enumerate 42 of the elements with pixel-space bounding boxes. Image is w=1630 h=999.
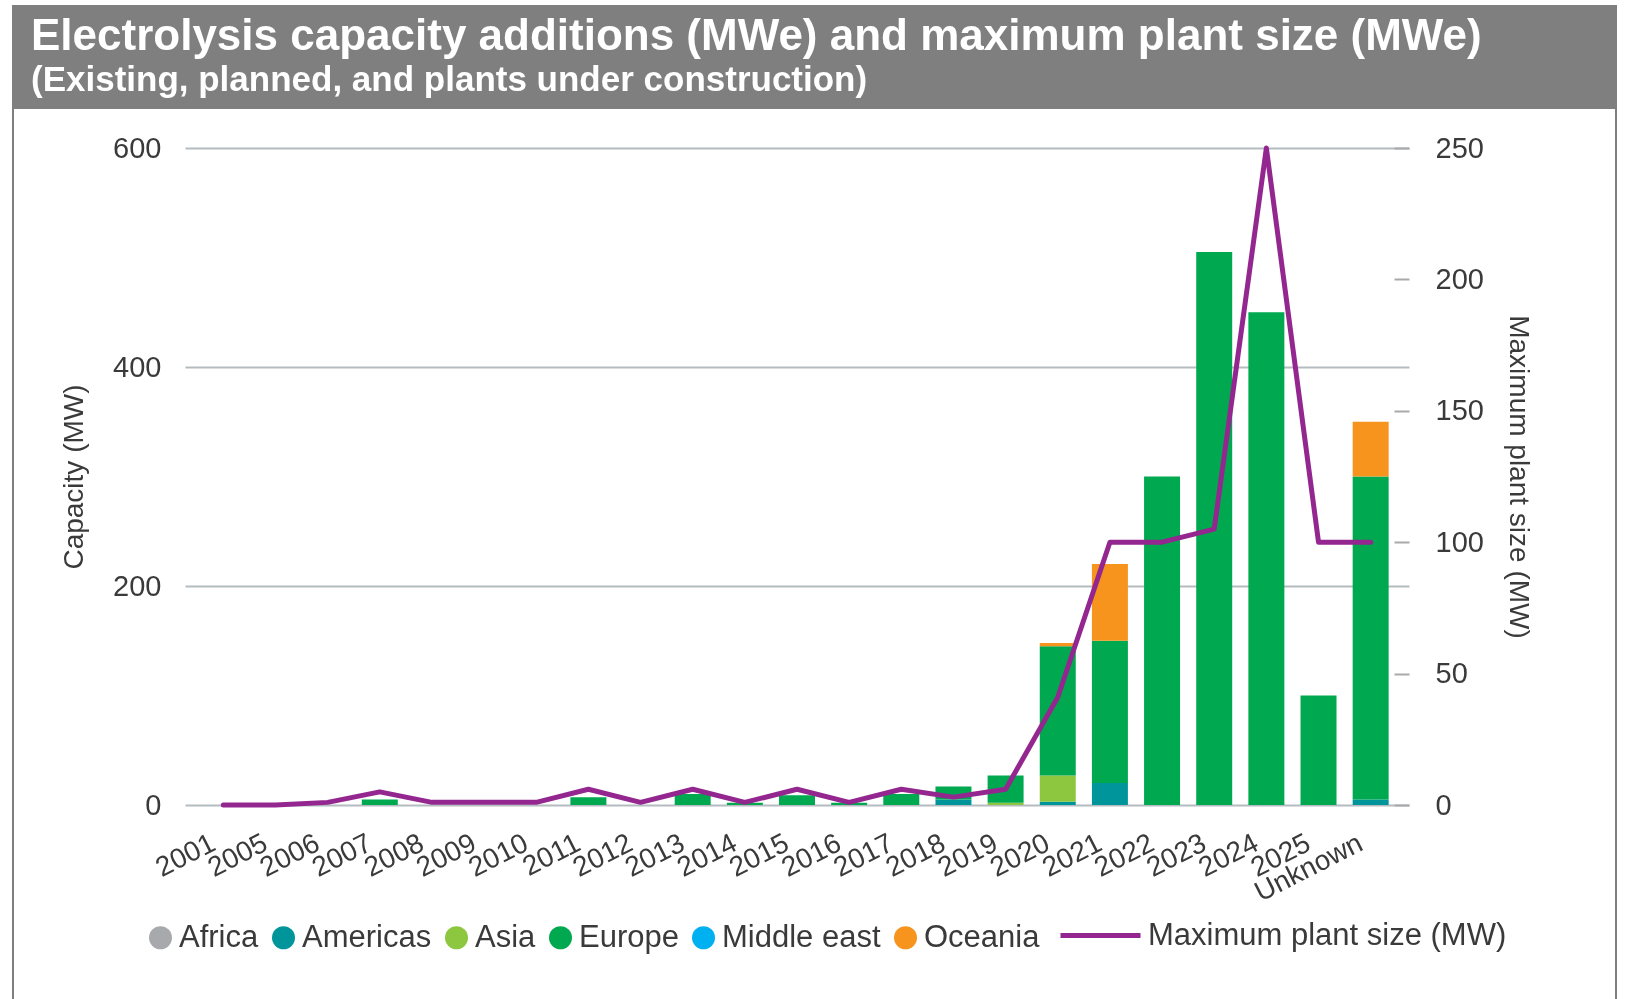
bar <box>1091 640 1128 784</box>
header-banner: Electrolysis capacity additions (MWe) and maximum plant size (MWe) (Existing, planned, and plants under construction) <box>12 5 1617 109</box>
bar <box>1352 799 1389 805</box>
y2-tick-label: 0 <box>1435 788 1452 821</box>
bar <box>1352 476 1389 800</box>
bar <box>1039 775 1076 802</box>
legend-label: Maximum plant size (MW) <box>1148 916 1507 952</box>
y2-tick-label: 100 <box>1435 525 1484 558</box>
y-tick-label: 0 <box>145 788 162 821</box>
y2-tick-label: 250 <box>1435 131 1484 164</box>
chart-title: Electrolysis capacity additions (MWe) and maximum plant size (MWe) <box>31 10 1483 59</box>
bar <box>935 799 972 805</box>
bar <box>987 802 1024 805</box>
bar <box>674 794 711 805</box>
y2-tick-label: 200 <box>1435 262 1484 295</box>
bar <box>570 797 607 805</box>
bar <box>361 799 398 805</box>
y-tick-label: 200 <box>113 569 162 602</box>
y-tick-label: 600 <box>113 131 162 164</box>
legend-label: Oceania <box>924 918 1041 954</box>
bar <box>779 795 815 805</box>
y-axis-title: Capacity (MW) <box>58 384 90 570</box>
y2-axis-title: Maximum plant size (MW) <box>1503 315 1535 639</box>
legend-label: Asia <box>475 918 537 954</box>
y-tick-label: 400 <box>113 350 162 383</box>
legend-label: Africa <box>179 918 259 954</box>
bar <box>1352 421 1389 477</box>
bar <box>1091 564 1128 641</box>
bar <box>1196 252 1233 805</box>
legend-label: Americas <box>302 918 432 954</box>
bar <box>1039 801 1076 805</box>
legend-label: Europe <box>579 918 679 954</box>
bar <box>1248 312 1285 805</box>
bar <box>1091 783 1128 805</box>
legend-label: Middle east <box>722 918 881 954</box>
bar <box>1300 695 1337 805</box>
y2-tick-label: 150 <box>1435 394 1484 427</box>
bar <box>1144 476 1181 805</box>
bar <box>1039 646 1076 776</box>
y2-tick-label: 50 <box>1435 657 1468 690</box>
chart-subtitle: (Existing, planned, and plants under construction) <box>31 59 869 99</box>
bar <box>883 794 920 805</box>
